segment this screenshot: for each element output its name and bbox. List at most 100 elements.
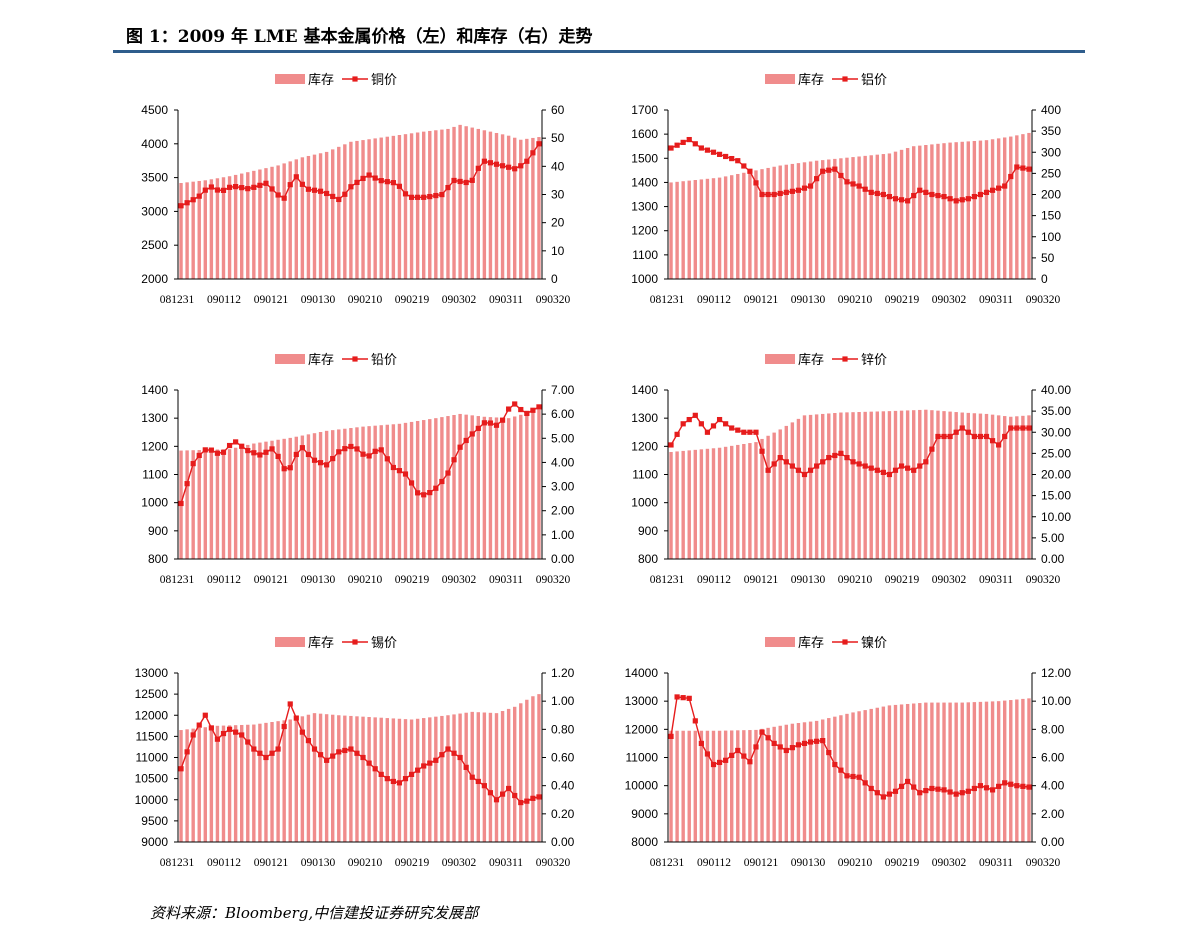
price-marker	[493, 161, 500, 167]
stock-bar	[294, 159, 298, 279]
stock-bar	[881, 411, 886, 559]
stock-bar	[500, 417, 505, 559]
price-marker	[342, 747, 348, 754]
price-marker	[741, 163, 747, 169]
price-marker	[402, 471, 409, 477]
left-tick-label: 1100	[632, 248, 658, 262]
left-tick-label: 4500	[141, 103, 168, 117]
left-tick-label: 2000	[141, 272, 168, 286]
stock-bar	[470, 127, 474, 279]
stock-bar	[869, 155, 873, 279]
price-marker	[929, 785, 935, 792]
stock-bar	[814, 720, 819, 842]
price-marker	[493, 422, 500, 428]
price-marker	[959, 425, 965, 431]
price-marker	[263, 449, 269, 455]
x-tick-label: 090121	[744, 857, 779, 869]
left-tick-label: 1300	[141, 411, 168, 425]
left-tick-label: 14000	[625, 666, 659, 680]
stock-bar	[930, 144, 934, 279]
stock-bar	[500, 134, 505, 279]
left-tick-label: 1400	[141, 383, 168, 397]
stock-bar	[422, 718, 426, 842]
right-tick-label: 100	[1041, 230, 1061, 244]
price-marker	[263, 754, 269, 761]
legend-bar-swatch	[765, 637, 795, 647]
stock-bar	[525, 699, 529, 842]
stock-bar	[331, 714, 335, 842]
stock-bar	[318, 713, 323, 842]
right-tick-label: 5.00	[1041, 531, 1065, 545]
stock-bar	[675, 730, 679, 842]
stock-bar	[288, 719, 292, 842]
price-marker	[354, 179, 360, 186]
right-tick-label: 0.00	[551, 552, 575, 566]
left-tick-label: 13000	[625, 694, 659, 708]
stock-bar	[373, 717, 377, 842]
price-marker	[293, 174, 299, 180]
price-marker	[506, 785, 512, 792]
stock-bar	[821, 413, 825, 559]
stock-bar	[954, 412, 958, 559]
stock-bar	[1021, 415, 1025, 559]
price-marker	[977, 191, 984, 198]
price-marker	[929, 446, 935, 452]
legend: 库存 铜价	[275, 72, 397, 88]
price-marker	[795, 187, 802, 193]
stock-bar	[379, 137, 383, 279]
price-marker	[935, 433, 941, 440]
price-marker	[886, 194, 893, 200]
price-marker	[184, 200, 190, 206]
stock-bar	[324, 151, 329, 279]
stock-bar	[385, 136, 389, 279]
stock-bar	[1027, 415, 1031, 559]
price-marker	[439, 478, 445, 485]
price-marker	[923, 189, 929, 195]
price-marker	[499, 163, 506, 169]
price-marker	[239, 443, 245, 449]
price-marker	[220, 187, 227, 193]
price-marker	[680, 421, 686, 427]
stock-bar	[1015, 699, 1019, 842]
price-marker	[965, 429, 971, 435]
price-marker	[427, 193, 433, 200]
price-marker	[844, 455, 850, 461]
stock-bar	[705, 448, 710, 559]
price-marker	[493, 797, 500, 803]
price-marker	[342, 446, 348, 452]
stock-bar	[699, 449, 704, 559]
price-marker	[686, 136, 692, 143]
price-marker	[317, 188, 324, 194]
price-marker	[753, 429, 759, 435]
stock-bar	[440, 715, 444, 842]
x-tick-label: 090219	[395, 294, 430, 306]
stock-bar	[415, 132, 420, 279]
stock-bar	[748, 730, 752, 842]
stock-bar	[839, 715, 843, 842]
x-tick-label: 090311	[979, 294, 1013, 306]
price-marker	[874, 790, 880, 796]
price-marker	[1020, 783, 1026, 789]
price-marker	[287, 701, 293, 707]
stock-bar	[796, 163, 801, 279]
stock-bar	[1003, 416, 1007, 559]
stock-bar	[978, 413, 983, 559]
left-tick-label: 1500	[631, 151, 658, 165]
stock-bar	[875, 411, 879, 559]
price-marker	[396, 468, 403, 474]
price-marker	[311, 187, 318, 193]
right-tick-label: 350	[1041, 124, 1061, 138]
stock-bar	[887, 411, 892, 560]
price-marker	[208, 447, 214, 453]
stock-bar	[464, 414, 468, 559]
stock-bar	[784, 164, 788, 279]
price-marker	[977, 783, 984, 789]
price-marker	[402, 191, 409, 197]
stock-bar	[730, 175, 734, 279]
stock-bar	[742, 443, 746, 559]
price-marker	[378, 771, 384, 777]
price-marker	[965, 788, 971, 794]
price-marker	[716, 759, 723, 766]
price-marker	[911, 192, 917, 199]
stock-bar	[730, 445, 734, 559]
